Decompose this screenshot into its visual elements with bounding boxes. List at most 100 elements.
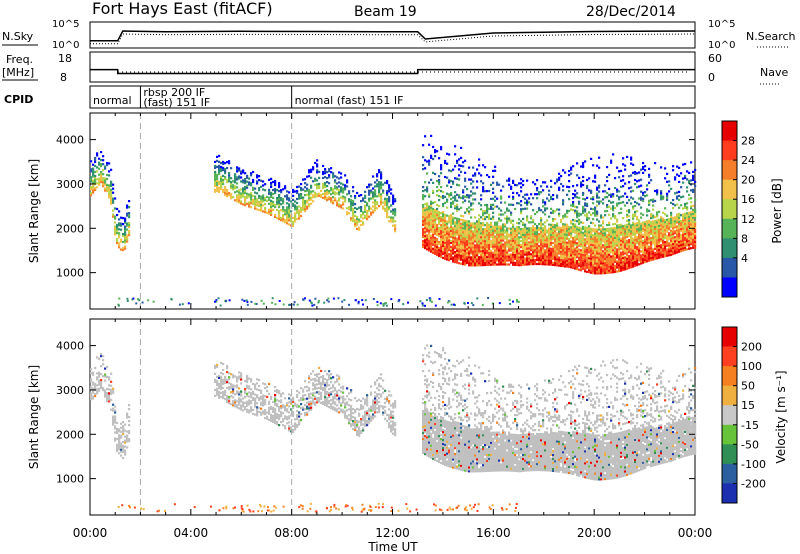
power-cell [440, 186, 443, 189]
power-cell [656, 211, 659, 214]
power-cell [516, 248, 519, 251]
power-cell [500, 251, 503, 254]
power-cell [124, 237, 127, 240]
power-cell [650, 257, 653, 260]
power-cell [354, 220, 357, 224]
power-cell [428, 209, 431, 212]
power-cell [350, 209, 353, 212]
power-cell [100, 171, 103, 174]
power-cell [460, 250, 463, 253]
power-cell [530, 261, 533, 264]
power-cell [580, 263, 583, 266]
power-cell [446, 240, 449, 243]
power-cell [344, 200, 347, 203]
power-cell [296, 217, 299, 221]
power-cell [474, 222, 477, 225]
power-cell [666, 214, 669, 217]
power-cell [556, 248, 559, 251]
power-cell [126, 214, 129, 217]
power-noise [419, 300, 422, 303]
power-cell [492, 253, 495, 256]
power-cell [424, 227, 427, 230]
power-cell [456, 257, 459, 260]
power-cell [324, 189, 327, 193]
power-cell [508, 177, 511, 180]
power-cell [374, 185, 377, 188]
power-cell [650, 239, 653, 242]
power-cell [542, 235, 545, 238]
power-cell [556, 180, 559, 183]
power-cell [598, 272, 601, 275]
power-cell [304, 206, 307, 209]
power-cell [612, 229, 615, 232]
power-cell [126, 234, 129, 237]
power-cell [680, 230, 683, 233]
power-cell [550, 223, 553, 226]
power-cell [346, 213, 349, 216]
power-cell [428, 229, 431, 232]
power-cell [626, 239, 629, 242]
power-cell [432, 189, 435, 192]
power-cell [544, 259, 547, 262]
power-cell [676, 247, 679, 250]
power-cell [670, 237, 673, 240]
power-cell [624, 242, 627, 245]
power-cell [628, 264, 631, 268]
power-cell [642, 255, 645, 258]
power-cell [364, 194, 367, 197]
power-cell [540, 237, 543, 240]
power-cell [552, 255, 555, 258]
power-cell [594, 264, 597, 267]
power-cell [386, 197, 389, 201]
power-cell [512, 191, 515, 194]
power-cell [658, 210, 661, 213]
power-cell [528, 197, 531, 200]
power-cell [240, 196, 243, 199]
power-cell [678, 216, 681, 219]
power-cell [636, 228, 639, 231]
power-cell [510, 243, 513, 246]
power-cell [484, 237, 487, 241]
power-cell [282, 216, 285, 219]
power-cell [650, 249, 653, 252]
power-cell [246, 192, 249, 195]
power-cell [378, 183, 381, 186]
power-cell [560, 242, 563, 245]
power-cell [606, 166, 609, 169]
power-cell [576, 226, 579, 229]
power-cell [226, 191, 229, 194]
power-cell [486, 221, 489, 225]
power-cell [604, 232, 607, 235]
power-cell [650, 245, 653, 248]
power-cell [578, 262, 581, 265]
power-cell [482, 250, 485, 253]
power-cell [690, 229, 693, 232]
power-cell [282, 208, 285, 211]
power-cell [368, 191, 371, 194]
power-cell [596, 264, 599, 267]
power-cell [432, 215, 435, 218]
power-cell [232, 188, 235, 191]
power-cell [484, 243, 487, 247]
power-cell [522, 217, 525, 220]
power-cell [126, 222, 129, 225]
power-cell [570, 256, 573, 259]
power-cell [626, 225, 629, 228]
power-cell [488, 251, 491, 254]
power-cell [566, 243, 569, 246]
power-cell [676, 173, 679, 176]
power-cell [526, 227, 529, 230]
power-cell [114, 217, 117, 220]
power-cell [482, 264, 485, 267]
power-cell [442, 238, 445, 242]
power-cell [242, 203, 245, 206]
power-cell [654, 223, 657, 226]
power-cell [334, 185, 337, 188]
power-cell [310, 190, 313, 193]
power-cell [600, 246, 603, 249]
power-cell [590, 235, 593, 238]
power-cell [668, 246, 671, 249]
power-cell [618, 248, 621, 251]
power-cell [666, 228, 669, 231]
power-cell [498, 241, 501, 244]
